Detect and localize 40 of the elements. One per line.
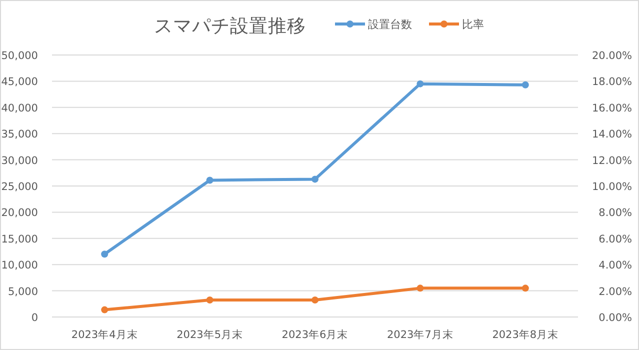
y2-tick-label: 2.00% — [598, 286, 632, 298]
y-tick-label: 35,000 — [1, 128, 38, 141]
y-tick-label: 10,000 — [1, 260, 38, 272]
y2-tick-label: 8.00% — [598, 207, 632, 220]
y2-tick-label: 16.00% — [592, 102, 632, 114]
y-tick-label: 25,000 — [1, 181, 38, 193]
y-tick-label: 45,000 — [1, 76, 38, 88]
y2-tick-label: 18.00% — [592, 76, 632, 88]
y-tick-label: 0 — [31, 312, 38, 324]
point — [312, 176, 318, 183]
y2-tick-label: 12.00% — [592, 154, 632, 167]
y-tick-label: 20,000 — [1, 207, 38, 220]
legend-label: 比率 — [462, 18, 484, 31]
x-tick-label: 2023年7月末 — [386, 328, 454, 341]
y2-tick-label: 6.00% — [598, 233, 632, 246]
point — [206, 176, 214, 184]
point — [206, 296, 214, 304]
chart-title: スマパチ設置推移 — [154, 16, 306, 37]
x-tick-label: 2023年8月末 — [492, 328, 559, 341]
point — [101, 306, 108, 314]
point — [312, 296, 318, 304]
point — [416, 80, 424, 88]
x-tick-label: 2023年6月末 — [282, 328, 348, 341]
y-tick-label: 50,000 — [1, 50, 38, 62]
y2-tick-label: 4.00% — [598, 260, 632, 272]
y-tick-label: 15,000 — [1, 233, 38, 246]
y-tick-label: 30,000 — [1, 154, 38, 167]
y2-tick-label: 14.00% — [592, 128, 632, 141]
y2-tick-label: 20.00% — [592, 50, 632, 62]
legend-label: 設置台数 — [368, 18, 412, 31]
point — [101, 250, 108, 258]
y-tick-label: 40,000 — [1, 102, 38, 114]
y2-tick-label: 0.00% — [598, 312, 632, 324]
x-tick-label: 2023年4月末 — [71, 328, 138, 341]
point — [416, 284, 424, 292]
y-tick-label: 5,000 — [8, 286, 38, 298]
y2-tick-label: 10.00% — [592, 181, 632, 193]
point — [522, 81, 529, 88]
x-tick-label: 2023年5月末 — [176, 328, 244, 341]
point — [522, 284, 529, 292]
